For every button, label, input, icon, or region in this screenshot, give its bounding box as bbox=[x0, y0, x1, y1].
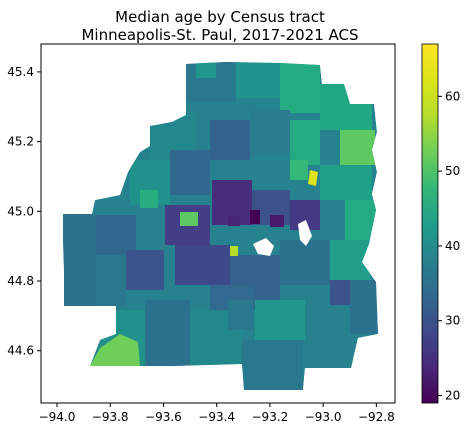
tract bbox=[210, 120, 250, 160]
colorbar-tick-label: 20 bbox=[445, 389, 460, 403]
lake-area bbox=[253, 238, 274, 256]
tract bbox=[126, 250, 164, 290]
colorbar-tick-label: 50 bbox=[445, 164, 460, 178]
tract bbox=[228, 216, 240, 226]
tract bbox=[236, 62, 280, 98]
tract bbox=[140, 190, 158, 208]
chart-subtitle: Minneapolis-St. Paul, 2017-2021 ACS bbox=[81, 26, 359, 44]
tract bbox=[320, 165, 372, 200]
x-tick-label: −93.8 bbox=[92, 410, 129, 424]
tract bbox=[340, 130, 375, 165]
tract bbox=[255, 300, 305, 340]
tract bbox=[303, 330, 353, 368]
x-tick-label: −92.8 bbox=[358, 410, 395, 424]
tract bbox=[330, 240, 370, 280]
tract bbox=[170, 150, 210, 195]
tract bbox=[180, 212, 198, 226]
tract bbox=[175, 245, 230, 285]
tract bbox=[96, 215, 136, 255]
tract bbox=[250, 210, 260, 224]
y-tick-label: 45.0 bbox=[7, 204, 34, 218]
tract bbox=[308, 170, 318, 186]
y-tick-label: 44.8 bbox=[7, 274, 34, 288]
x-tick-label: −93.6 bbox=[145, 410, 182, 424]
tract bbox=[330, 280, 350, 305]
tract bbox=[320, 84, 372, 130]
colorbar bbox=[421, 43, 439, 404]
tract bbox=[145, 300, 190, 366]
tract bbox=[90, 334, 140, 366]
tract bbox=[290, 120, 320, 165]
lake-area bbox=[298, 220, 312, 246]
x-tick-label: −93.0 bbox=[305, 410, 342, 424]
x-tick-label: −93.4 bbox=[198, 410, 235, 424]
tract bbox=[350, 280, 378, 334]
tract bbox=[280, 63, 320, 113]
tract bbox=[228, 300, 253, 330]
y-tick-label: 44.6 bbox=[7, 344, 34, 358]
y-tick-label: 45.4 bbox=[7, 65, 34, 79]
tract bbox=[345, 200, 376, 240]
tract bbox=[196, 62, 216, 78]
tract bbox=[242, 340, 303, 390]
x-axis: −94.0 −93.8 −93.6 −93.4 −93.2 −93.0 −92.8 bbox=[39, 403, 395, 424]
tract bbox=[290, 160, 308, 180]
tract bbox=[250, 110, 290, 155]
tract bbox=[280, 240, 330, 285]
y-axis: 44.6 44.8 45.0 45.2 45.4 bbox=[7, 65, 41, 358]
map-axes-frame bbox=[40, 43, 396, 404]
tract-layer bbox=[63, 62, 378, 390]
colorbar-tick-label: 30 bbox=[445, 314, 460, 328]
x-tick-label: −93.2 bbox=[252, 410, 289, 424]
colorbar-tick-label: 60 bbox=[445, 89, 460, 103]
tract bbox=[63, 214, 96, 306]
y-tick-label: 45.2 bbox=[7, 135, 34, 149]
tract bbox=[270, 215, 284, 227]
colorbar-axis: 20 30 40 50 60 bbox=[438, 89, 460, 403]
colorbar-tick-label: 40 bbox=[445, 239, 460, 253]
x-tick-label: −94.0 bbox=[39, 410, 76, 424]
chart-title: Median age by Census tract bbox=[115, 8, 325, 26]
tract bbox=[230, 246, 238, 256]
tract bbox=[96, 255, 126, 306]
